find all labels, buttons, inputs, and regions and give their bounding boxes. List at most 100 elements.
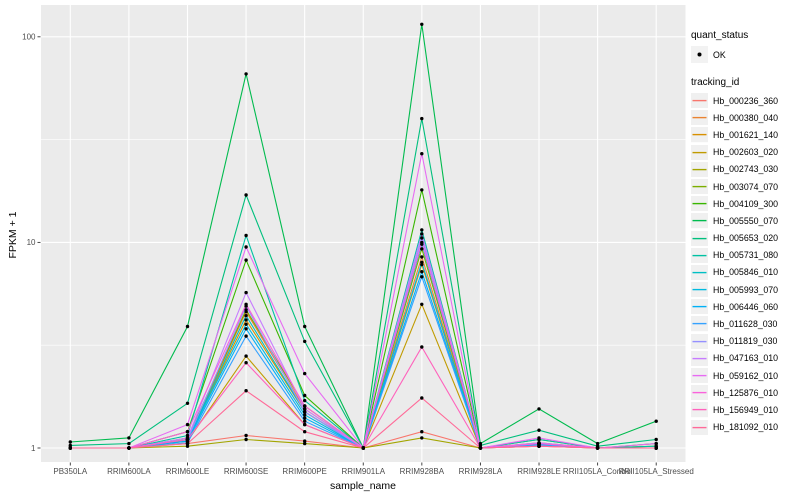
data-point bbox=[654, 441, 658, 446]
data-point bbox=[478, 443, 483, 448]
data-point bbox=[420, 116, 424, 121]
line-swatch-icon bbox=[691, 247, 708, 263]
data-point bbox=[185, 324, 190, 329]
data-point bbox=[595, 446, 600, 450]
legend-item-label: Hb_005846_010 bbox=[713, 267, 779, 278]
data-point bbox=[185, 422, 190, 427]
data-point bbox=[303, 404, 307, 408]
legend-item-label: OK bbox=[713, 49, 726, 60]
x-tick-label: RRIM600LE bbox=[166, 467, 210, 476]
data-point bbox=[244, 302, 248, 306]
data-point bbox=[244, 233, 248, 238]
data-point bbox=[185, 444, 190, 448]
data-point bbox=[420, 232, 424, 236]
line-swatch-icon bbox=[691, 110, 708, 126]
data-point bbox=[127, 441, 131, 446]
line-swatch-icon bbox=[691, 299, 708, 315]
data-point bbox=[303, 410, 307, 414]
line-swatch-icon bbox=[691, 127, 708, 143]
legend-item-label: Hb_005731_080 bbox=[713, 250, 779, 261]
x-tick-label: RRIM928LE bbox=[517, 467, 561, 476]
legend-item-Hb_005993_070: Hb_005993_070 bbox=[691, 282, 799, 298]
data-point bbox=[595, 441, 600, 446]
legend-item-Hb_006446_060: Hb_006446_060 bbox=[691, 299, 799, 315]
line-swatch-icon bbox=[691, 144, 708, 160]
x-axis-title: sample_name bbox=[330, 480, 396, 492]
legend-items: Hb_000236_360 Hb_000380_040 Hb_001621_140 H… bbox=[691, 93, 799, 435]
data-point bbox=[420, 152, 424, 156]
legend-item-Hb_004109_300: Hb_004109_300 bbox=[691, 196, 799, 212]
data-point bbox=[420, 302, 424, 306]
data-point bbox=[244, 327, 248, 331]
y-tick-label: 100 bbox=[22, 33, 36, 42]
data-point bbox=[303, 393, 307, 398]
data-point bbox=[127, 446, 131, 450]
data-point bbox=[68, 443, 73, 448]
line-swatch-icon bbox=[691, 316, 708, 332]
data-point bbox=[420, 260, 424, 264]
x-tick-label: RRIM600LA bbox=[107, 467, 151, 476]
legend-item-Hb_181092_010: Hb_181092_010 bbox=[691, 419, 799, 435]
legend-item-label: Hb_004109_300 bbox=[713, 198, 779, 209]
data-point bbox=[303, 413, 307, 417]
data-point bbox=[244, 389, 248, 393]
data-point bbox=[537, 441, 541, 446]
data-point bbox=[303, 407, 307, 411]
line-swatch-icon bbox=[691, 178, 708, 195]
data-point bbox=[303, 441, 307, 446]
data-point bbox=[303, 398, 307, 403]
line-swatch-icon bbox=[691, 419, 708, 435]
legend-item-label: Hb_002743_030 bbox=[713, 164, 779, 175]
black-point-icon bbox=[691, 46, 708, 63]
data-point bbox=[244, 314, 248, 318]
data-point bbox=[244, 318, 248, 322]
line-swatch-icon bbox=[691, 213, 708, 229]
line-swatch-icon bbox=[691, 161, 708, 177]
legend-title-quant-status: quant_status bbox=[691, 30, 749, 41]
legend-item-Hb_001621_140: Hb_001621_140 bbox=[691, 127, 799, 143]
data-point bbox=[244, 354, 248, 358]
data-point bbox=[244, 193, 248, 197]
line-swatch-icon bbox=[691, 368, 708, 384]
data-point bbox=[244, 72, 248, 76]
data-point bbox=[420, 275, 424, 279]
y-axis-title: FPKM + 1 bbox=[7, 211, 19, 259]
legend-item-Hb_011819_030: Hb_011819_030 bbox=[691, 333, 799, 349]
data-point bbox=[303, 416, 307, 420]
legend-item-label: Hb_156949_010 bbox=[713, 404, 779, 415]
x-tick-label: RRIM928BA bbox=[400, 467, 445, 476]
data-point bbox=[420, 247, 424, 251]
line-swatch-icon bbox=[691, 282, 708, 298]
legend-item-label: Hb_125876_010 bbox=[713, 387, 779, 398]
x-tick-label: RRII105LA_Stressed bbox=[619, 467, 694, 476]
data-point bbox=[244, 258, 248, 262]
data-point bbox=[244, 361, 248, 365]
legend-item-Hb_156949_010: Hb_156949_010 bbox=[691, 402, 799, 418]
data-point bbox=[244, 334, 248, 338]
legend-item-label: Hb_059162_010 bbox=[713, 370, 779, 381]
legend-item-Hb_005846_010: Hb_005846_010 bbox=[691, 264, 799, 281]
data-point bbox=[654, 446, 658, 450]
x-tick-label: RRIM901LA bbox=[341, 467, 385, 476]
data-point bbox=[420, 430, 424, 434]
data-point bbox=[420, 236, 424, 240]
x-tick-label: RRIM600PE bbox=[282, 467, 326, 476]
data-point bbox=[185, 441, 190, 446]
data-point bbox=[537, 428, 541, 432]
data-point bbox=[185, 437, 190, 442]
legend-item-label: Hb_001621_140 bbox=[713, 129, 779, 140]
legend-item-Hb_005653_020: Hb_005653_020 bbox=[691, 230, 799, 246]
data-point bbox=[420, 396, 424, 400]
y-tick-label: 10 bbox=[27, 238, 36, 247]
line-swatch-icon bbox=[691, 350, 708, 366]
data-point bbox=[185, 433, 190, 438]
data-point bbox=[420, 188, 424, 192]
legend-item-Hb_059162_010: Hb_059162_010 bbox=[691, 368, 799, 384]
data-point bbox=[420, 255, 424, 259]
legend-item-Hb_002603_020: Hb_002603_020 bbox=[691, 144, 799, 160]
data-point bbox=[303, 324, 307, 329]
data-point bbox=[420, 345, 424, 349]
x-tick-label: RRII105LA_Control bbox=[563, 467, 633, 476]
legend-item-Hb_002743_030: Hb_002743_030 bbox=[691, 161, 799, 177]
line-swatch-icon bbox=[691, 385, 708, 401]
